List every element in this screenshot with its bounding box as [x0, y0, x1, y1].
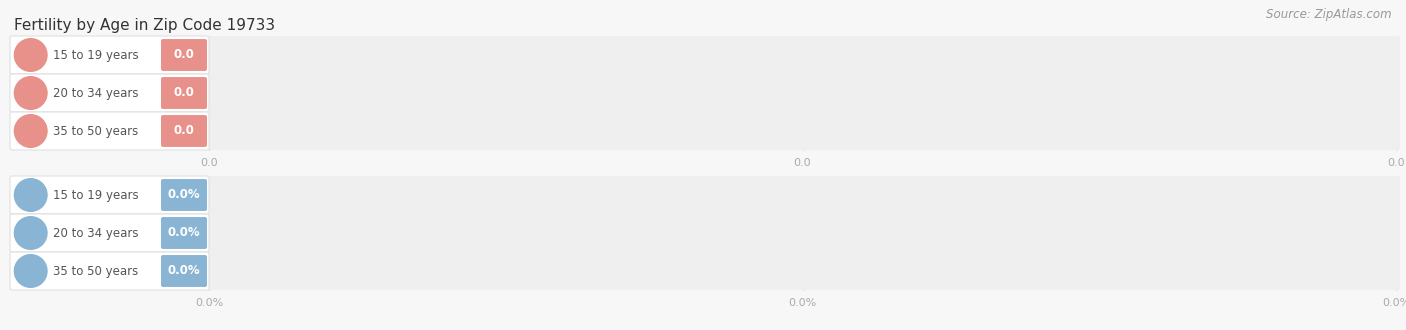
Text: 35 to 50 years: 35 to 50 years: [53, 265, 138, 278]
FancyBboxPatch shape: [10, 214, 1400, 252]
Text: 0.0: 0.0: [173, 49, 194, 61]
FancyBboxPatch shape: [10, 252, 1400, 290]
Text: Fertility by Age in Zip Code 19733: Fertility by Age in Zip Code 19733: [14, 18, 276, 33]
FancyBboxPatch shape: [10, 74, 209, 112]
FancyBboxPatch shape: [162, 179, 207, 211]
Text: 0.0%: 0.0%: [167, 265, 200, 278]
FancyBboxPatch shape: [10, 214, 209, 252]
Text: 0.0: 0.0: [173, 124, 194, 138]
FancyBboxPatch shape: [10, 176, 209, 214]
Text: 0.0%: 0.0%: [195, 298, 224, 308]
Text: 0.0%: 0.0%: [167, 188, 200, 202]
FancyBboxPatch shape: [10, 36, 209, 74]
Circle shape: [14, 217, 46, 249]
Text: 15 to 19 years: 15 to 19 years: [53, 188, 138, 202]
FancyBboxPatch shape: [10, 36, 1400, 74]
Text: Source: ZipAtlas.com: Source: ZipAtlas.com: [1267, 8, 1392, 21]
FancyBboxPatch shape: [10, 112, 1400, 150]
FancyBboxPatch shape: [162, 255, 207, 287]
Circle shape: [14, 39, 46, 71]
Text: 35 to 50 years: 35 to 50 years: [53, 124, 138, 138]
Text: 0.0: 0.0: [1388, 158, 1405, 168]
Text: 0.0: 0.0: [794, 158, 811, 168]
Circle shape: [14, 255, 46, 287]
Text: 0.0: 0.0: [200, 158, 218, 168]
FancyBboxPatch shape: [10, 74, 1400, 112]
FancyBboxPatch shape: [10, 176, 1400, 214]
Text: 15 to 19 years: 15 to 19 years: [53, 49, 138, 61]
Circle shape: [14, 77, 46, 109]
Text: 20 to 34 years: 20 to 34 years: [53, 86, 138, 100]
Text: 0.0%: 0.0%: [167, 226, 200, 240]
FancyBboxPatch shape: [162, 115, 207, 147]
FancyBboxPatch shape: [10, 252, 209, 290]
Circle shape: [14, 115, 46, 147]
FancyBboxPatch shape: [162, 39, 207, 71]
FancyBboxPatch shape: [162, 217, 207, 249]
Text: 0.0%: 0.0%: [1382, 298, 1406, 308]
Text: 20 to 34 years: 20 to 34 years: [53, 226, 138, 240]
Text: 0.0%: 0.0%: [789, 298, 817, 308]
FancyBboxPatch shape: [10, 112, 209, 150]
Text: 0.0: 0.0: [173, 86, 194, 100]
Circle shape: [14, 179, 46, 211]
FancyBboxPatch shape: [162, 77, 207, 109]
